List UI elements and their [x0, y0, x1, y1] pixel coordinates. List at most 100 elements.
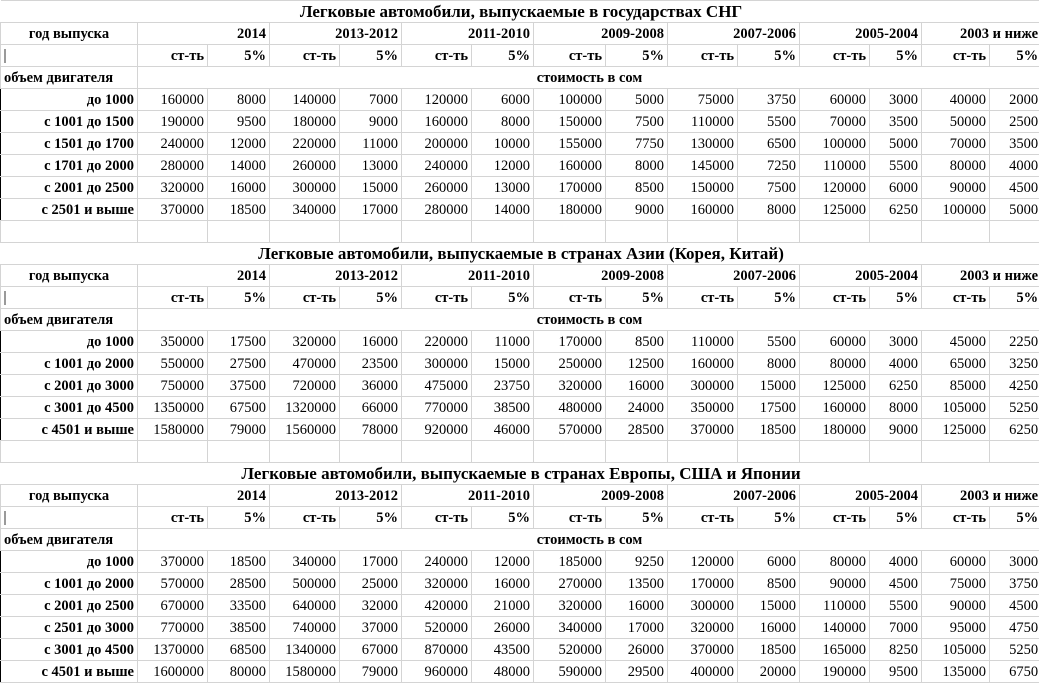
- section-title: Легковые автомобили, выпускаемые в госуд…: [1, 1, 1039, 23]
- cost-cell: 1560000: [270, 419, 340, 441]
- percent-cell: 5500: [870, 595, 922, 617]
- cost-cell: 125000: [922, 419, 990, 441]
- percent-cell: 68500: [208, 639, 270, 661]
- cost-cell: 40000: [922, 89, 990, 111]
- engine-volume-label: с 1701 до 2000: [1, 155, 138, 177]
- cost-cell: 340000: [534, 617, 606, 639]
- percent-cell: 17000: [340, 551, 402, 573]
- empty-cell: [534, 221, 606, 243]
- percent-cell: 10000: [472, 133, 534, 155]
- cost-cell: 370000: [138, 199, 208, 221]
- cost-cell: 90000: [922, 595, 990, 617]
- cost-cell: 100000: [800, 133, 870, 155]
- cell-marker-icon: [4, 291, 6, 305]
- percent-cell: 8500: [606, 331, 668, 353]
- cost-column-header: ст-ть: [668, 507, 738, 529]
- percent-cell: 21000: [472, 595, 534, 617]
- percent-cell: 4250: [990, 375, 1039, 397]
- percent-cell: 6000: [738, 551, 800, 573]
- cost-cell: 350000: [668, 397, 738, 419]
- percent-cell: 24000: [606, 397, 668, 419]
- year-range-header: 2007-2006: [668, 23, 800, 45]
- cost-cell: 400000: [668, 661, 738, 683]
- cost-cell: 70000: [800, 111, 870, 133]
- cost-column-header: ст-ть: [800, 45, 870, 67]
- cost-cell: 160000: [402, 111, 472, 133]
- empty-cell: [922, 221, 990, 243]
- empty-cell: [208, 441, 270, 463]
- volume-label: объем двигателя: [1, 67, 138, 89]
- cost-cell: 770000: [402, 397, 472, 419]
- percent-cell: 16000: [208, 177, 270, 199]
- percent-cell: 8500: [606, 177, 668, 199]
- cost-cell: 300000: [668, 375, 738, 397]
- cost-cell: 240000: [402, 155, 472, 177]
- percent-cell: 7750: [606, 133, 668, 155]
- cost-cell: 180000: [270, 111, 340, 133]
- section-title-row: Легковые автомобили, выпускаемые в стран…: [1, 463, 1039, 485]
- year-range-header: 2005-2004: [800, 23, 922, 45]
- percent-cell: 12000: [208, 133, 270, 155]
- percent-cell: 15000: [340, 177, 402, 199]
- percent-cell: 8250: [870, 639, 922, 661]
- cost-cell: 320000: [270, 331, 340, 353]
- percent-cell: 28500: [208, 573, 270, 595]
- cost-cell: 640000: [270, 595, 340, 617]
- cost-column-header: ст-ть: [270, 287, 340, 309]
- year-range-header: 2007-2006: [668, 485, 800, 507]
- cost-cell: 240000: [402, 551, 472, 573]
- percent-cell: 14000: [472, 199, 534, 221]
- percent-cell: 4500: [870, 573, 922, 595]
- percent-cell: 67000: [340, 639, 402, 661]
- price-unit-label: стоимость в сом: [138, 67, 1039, 89]
- cost-cell: 60000: [800, 331, 870, 353]
- percent-column-header: 5%: [208, 45, 270, 67]
- cost-cell: 750000: [138, 375, 208, 397]
- percent-cell: 17500: [208, 331, 270, 353]
- percent-cell: 3500: [870, 111, 922, 133]
- engine-volume-label: до 1000: [1, 551, 138, 573]
- percent-cell: 17000: [606, 617, 668, 639]
- percent-column-header: 5%: [472, 507, 534, 529]
- cost-cell: 550000: [138, 353, 208, 375]
- cost-cell: 125000: [800, 199, 870, 221]
- engine-volume-label: с 4501 и выше: [1, 419, 138, 441]
- engine-volume-label: с 1001 до 2000: [1, 353, 138, 375]
- percent-cell: 5000: [606, 89, 668, 111]
- percent-cell: 3000: [990, 551, 1039, 573]
- percent-cell: 4000: [870, 353, 922, 375]
- percent-column-header: 5%: [340, 45, 402, 67]
- cost-cell: 740000: [270, 617, 340, 639]
- percent-cell: 37000: [340, 617, 402, 639]
- percent-column-header: 5%: [472, 287, 534, 309]
- percent-cell: 23500: [340, 353, 402, 375]
- percent-column-header: 5%: [606, 507, 668, 529]
- spacer-row: [1, 221, 1039, 243]
- year-label: год выпуска: [1, 23, 138, 45]
- cost-cell: 1580000: [138, 419, 208, 441]
- cost-cell: 1350000: [138, 397, 208, 419]
- percent-cell: 6250: [870, 375, 922, 397]
- percent-cell: 16000: [738, 617, 800, 639]
- engine-volume-label: с 1001 до 1500: [1, 111, 138, 133]
- cost-cell: 180000: [800, 419, 870, 441]
- cost-cell: 125000: [800, 375, 870, 397]
- percent-cell: 13500: [606, 573, 668, 595]
- empty-cell: [402, 221, 472, 243]
- year-range-header: 2011-2010: [402, 485, 534, 507]
- cost-cell: 260000: [402, 177, 472, 199]
- empty-cell: [138, 441, 208, 463]
- cost-cell: 920000: [402, 419, 472, 441]
- cost-cell: 100000: [534, 89, 606, 111]
- cost-cell: 520000: [534, 639, 606, 661]
- percent-cell: 4500: [990, 595, 1039, 617]
- percent-column-header: 5%: [870, 507, 922, 529]
